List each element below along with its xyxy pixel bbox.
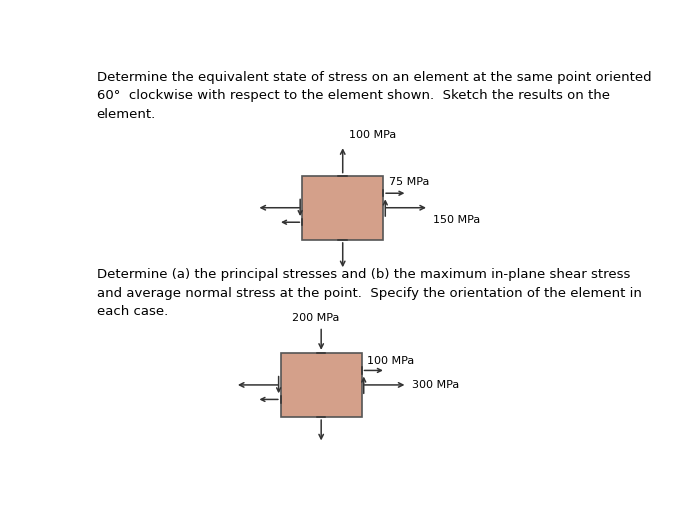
Bar [281,353,361,417]
Text: 75 MPa: 75 MPa [389,177,429,187]
Text: 100 MPa: 100 MPa [367,356,414,366]
Bar [302,176,383,240]
Text: Determine the equivalent state of stress on an element at the same point oriente: Determine the equivalent state of stress… [97,71,651,121]
Text: 150 MPa: 150 MPa [433,215,480,225]
Text: 200 MPa: 200 MPa [292,313,339,323]
Text: Determine (a) the principal stresses and (b) the maximum in-plane shear stress
a: Determine (a) the principal stresses and… [97,268,641,318]
Text: 100 MPa: 100 MPa [349,130,396,141]
Text: 300 MPa: 300 MPa [411,380,459,390]
